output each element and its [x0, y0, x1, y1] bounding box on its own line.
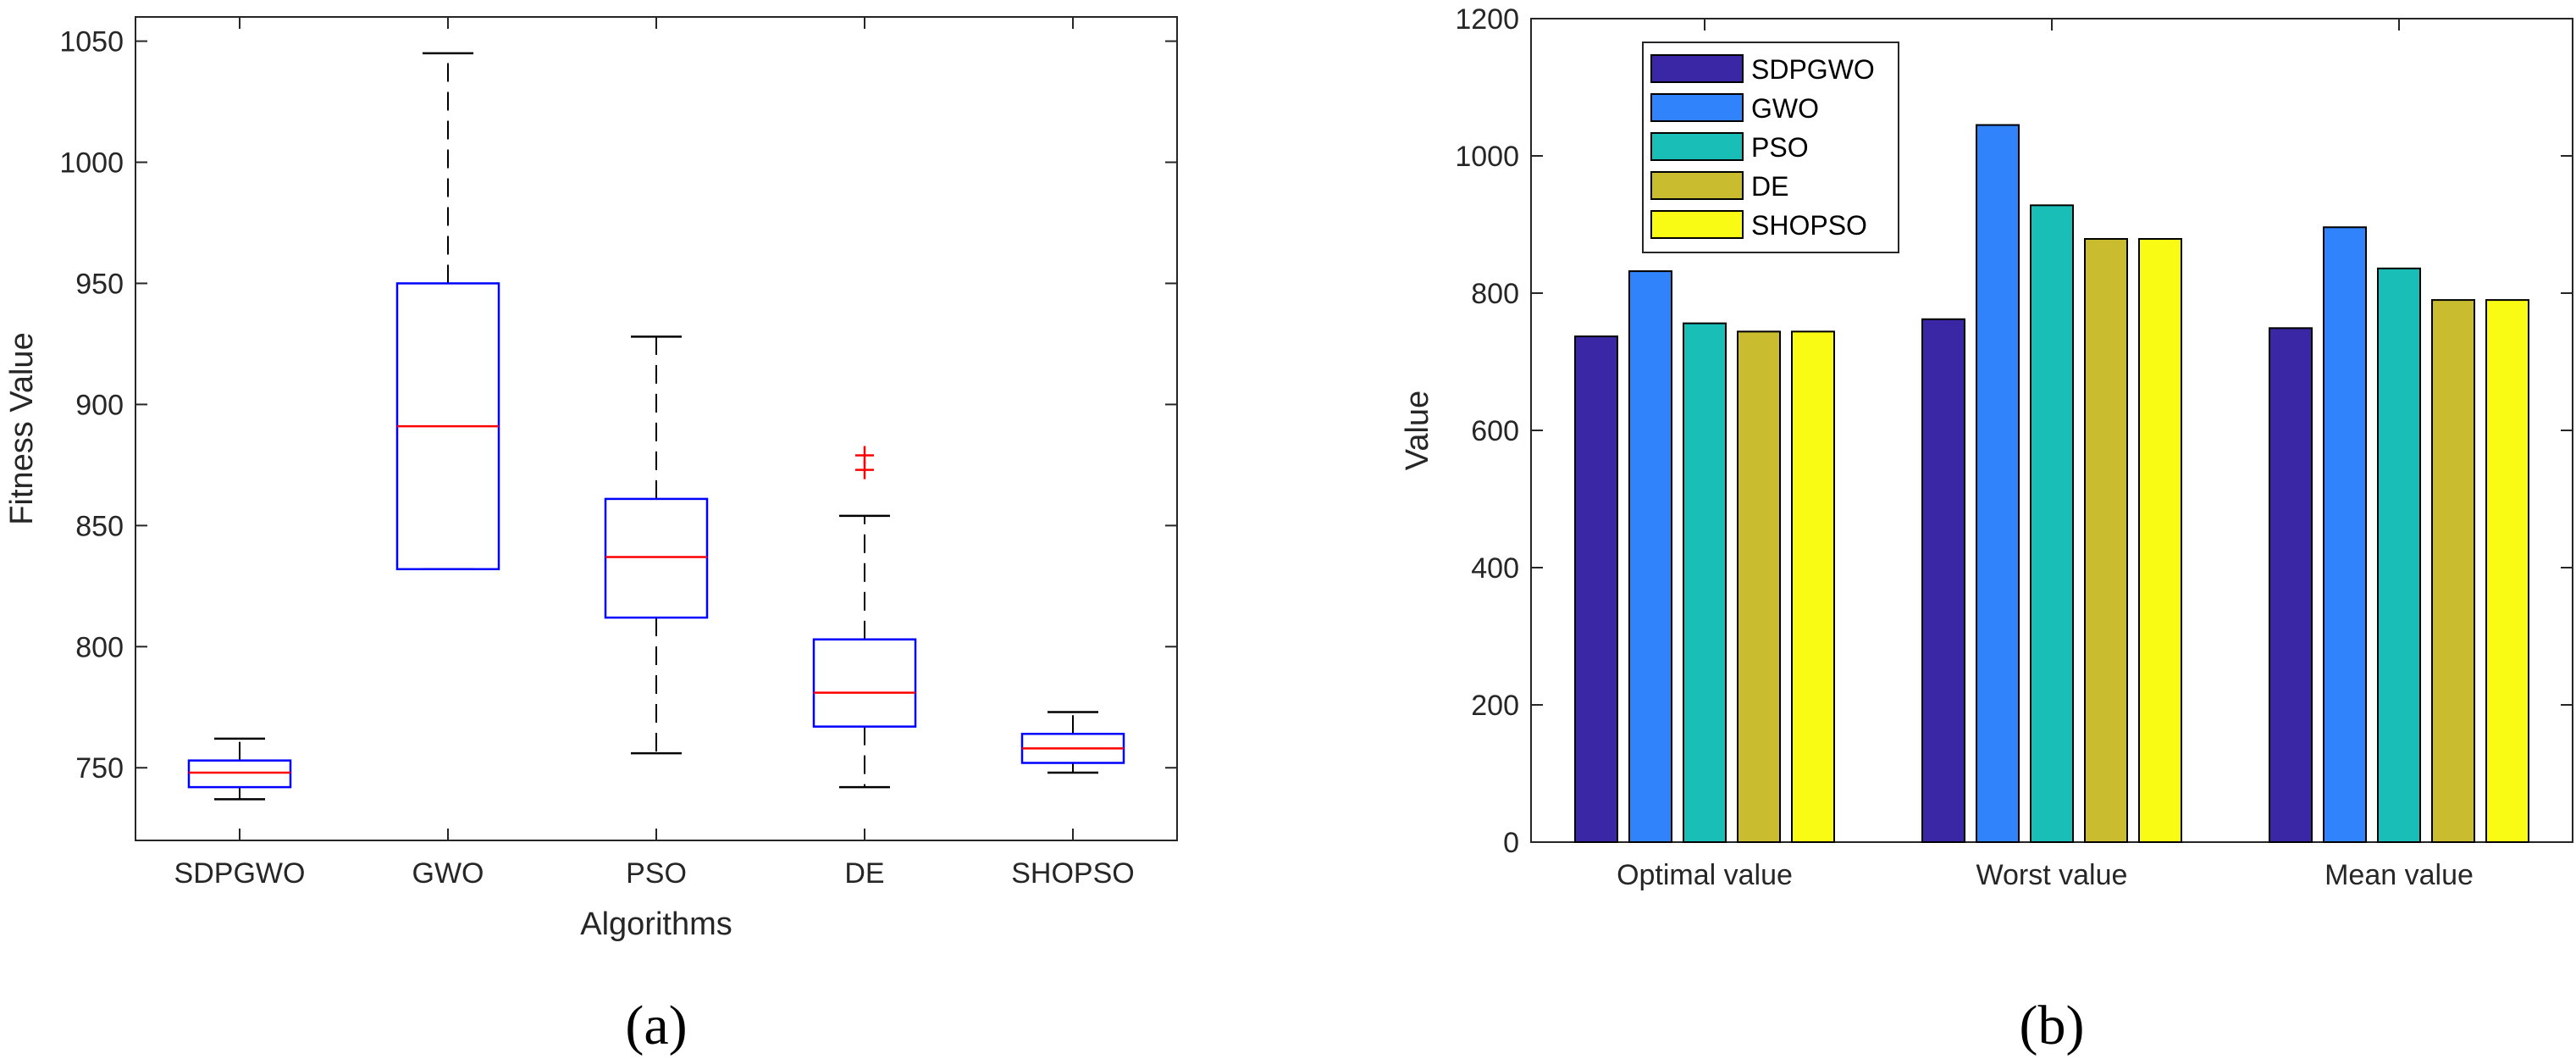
legend: SDPGWO GWO PSO DE SHOPSO [1642, 42, 1899, 253]
legend-swatch [1650, 132, 1744, 161]
bar-pso [2030, 204, 2074, 843]
legend-swatch [1650, 54, 1744, 83]
y-tick-label: 0 [1503, 827, 1519, 859]
y-tick-label: 850 [75, 510, 124, 542]
y-tick-label: 1200 [1455, 3, 1519, 36]
x-tick-label: SDPGWO [174, 857, 306, 890]
bar-de [2431, 299, 2475, 844]
boxplot-panel: 750 800 850 900 950 1000 1050 SDPGWO GWO PSO DE SHO… [4, 16, 1178, 1056]
x-tick-label: Optimal value [1617, 859, 1793, 891]
bar-gwo [2323, 226, 2367, 843]
legend-label: SHOPSO [1751, 210, 1867, 241]
box-iqr [187, 759, 292, 789]
box-iqr [604, 497, 709, 619]
y-tick-label: 800 [75, 631, 124, 663]
legend-label: GWO [1751, 93, 1819, 124]
legend-item-shopso: SHOPSO [1650, 210, 1867, 241]
bar-sdpgwo [1921, 318, 1965, 843]
legend-label: SDPGWO [1751, 54, 1875, 85]
box-gwo [395, 52, 500, 571]
bar-de [1737, 330, 1781, 843]
y-tick-label: 900 [75, 389, 124, 421]
y-tick-label: 1000 [1455, 141, 1519, 173]
x-axis-label: Algorithms [580, 907, 732, 942]
x-tick-label: SHOPSO [1011, 857, 1134, 890]
bar-chart-panel: 0 200 400 600 800 1000 1200 Optimal value Worst … [1400, 3, 2573, 1056]
x-tick-label: DE [844, 857, 884, 890]
legend-item-sdpgwo: SDPGWO [1650, 54, 1875, 85]
bar-pso [1683, 322, 1727, 843]
legend-swatch [1650, 210, 1744, 239]
bar-gwo [1976, 124, 2020, 844]
box-pso [604, 335, 709, 755]
y-tick-label: 1050 [59, 26, 124, 58]
panel-label-a: (a) [625, 995, 687, 1056]
y-axis-label: Fitness Value [4, 332, 40, 524]
x-tick-label: Worst value [1976, 859, 2128, 891]
bar-sdpgwo [1574, 335, 1618, 843]
y-tick-label: 800 [1471, 278, 1519, 310]
bar-pso [2377, 267, 2421, 843]
legend-swatch [1650, 93, 1744, 122]
box-shopso [1020, 711, 1125, 774]
bar-gwo [1628, 270, 1672, 843]
legend-item-gwo: GWO [1650, 93, 1819, 124]
bar-sdpgwo [2269, 327, 2313, 843]
bar-shopso [1791, 330, 1835, 843]
x-tick-label: Mean value [2324, 859, 2474, 891]
y-tick-label: 750 [75, 752, 124, 785]
box-sdpgwo [187, 737, 292, 801]
y-tick-label: 1000 [59, 147, 124, 180]
bar-shopso [2485, 299, 2529, 844]
legend-label: PSO [1751, 132, 1809, 163]
box-iqr [812, 638, 917, 728]
y-tick-label: 400 [1471, 552, 1519, 585]
panel-label-b: (b) [2020, 995, 2085, 1056]
legend-swatch [1650, 171, 1744, 200]
bar-de [2084, 238, 2128, 843]
x-tick-label: GWO [412, 857, 484, 890]
y-axis-label: Value [1400, 391, 1435, 470]
x-tick-label: PSO [626, 857, 687, 890]
legend-item-pso: PSO [1650, 132, 1809, 163]
y-tick-label: 200 [1471, 690, 1519, 722]
legend-item-de: DE [1650, 171, 1788, 202]
bar-shopso [2138, 238, 2182, 843]
box-de [812, 446, 917, 789]
legend-label: DE [1751, 171, 1788, 202]
y-tick-label: 600 [1471, 415, 1519, 447]
y-tick-label: 950 [75, 268, 124, 300]
